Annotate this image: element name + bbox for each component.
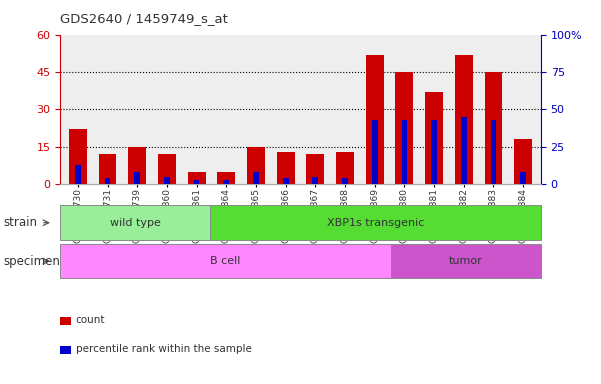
Text: strain: strain <box>3 216 37 229</box>
Bar <box>490 120 496 184</box>
Bar <box>188 172 206 184</box>
Bar <box>484 72 502 184</box>
Text: GDS2640 / 1459749_s_at: GDS2640 / 1459749_s_at <box>60 12 228 25</box>
Bar <box>164 177 170 184</box>
Bar <box>372 120 377 184</box>
Bar <box>247 147 265 184</box>
Bar <box>158 154 176 184</box>
Bar <box>135 172 140 184</box>
Text: percentile rank within the sample: percentile rank within the sample <box>76 344 252 354</box>
Bar <box>218 172 235 184</box>
Text: specimen: specimen <box>3 255 60 268</box>
Text: B cell: B cell <box>210 256 240 266</box>
Bar <box>395 72 413 184</box>
Bar <box>455 55 472 184</box>
Bar <box>276 152 294 184</box>
Bar <box>425 92 443 184</box>
Text: wild type: wild type <box>110 218 160 228</box>
Bar <box>401 120 407 184</box>
Bar <box>520 172 526 184</box>
Bar <box>431 120 437 184</box>
Bar <box>129 147 146 184</box>
Bar <box>307 154 325 184</box>
Bar <box>194 180 200 184</box>
Bar <box>283 178 288 184</box>
Bar <box>253 172 259 184</box>
Bar <box>105 178 111 184</box>
Bar <box>313 177 318 184</box>
Bar <box>69 129 87 184</box>
Bar <box>342 178 348 184</box>
Bar <box>336 152 354 184</box>
Text: tumor: tumor <box>449 256 483 266</box>
Text: count: count <box>76 315 105 325</box>
Bar <box>461 117 466 184</box>
Bar <box>514 139 532 184</box>
Text: XBP1s transgenic: XBP1s transgenic <box>327 218 424 228</box>
Bar <box>224 180 229 184</box>
Bar <box>75 165 81 184</box>
Bar <box>366 55 383 184</box>
Bar <box>99 154 117 184</box>
